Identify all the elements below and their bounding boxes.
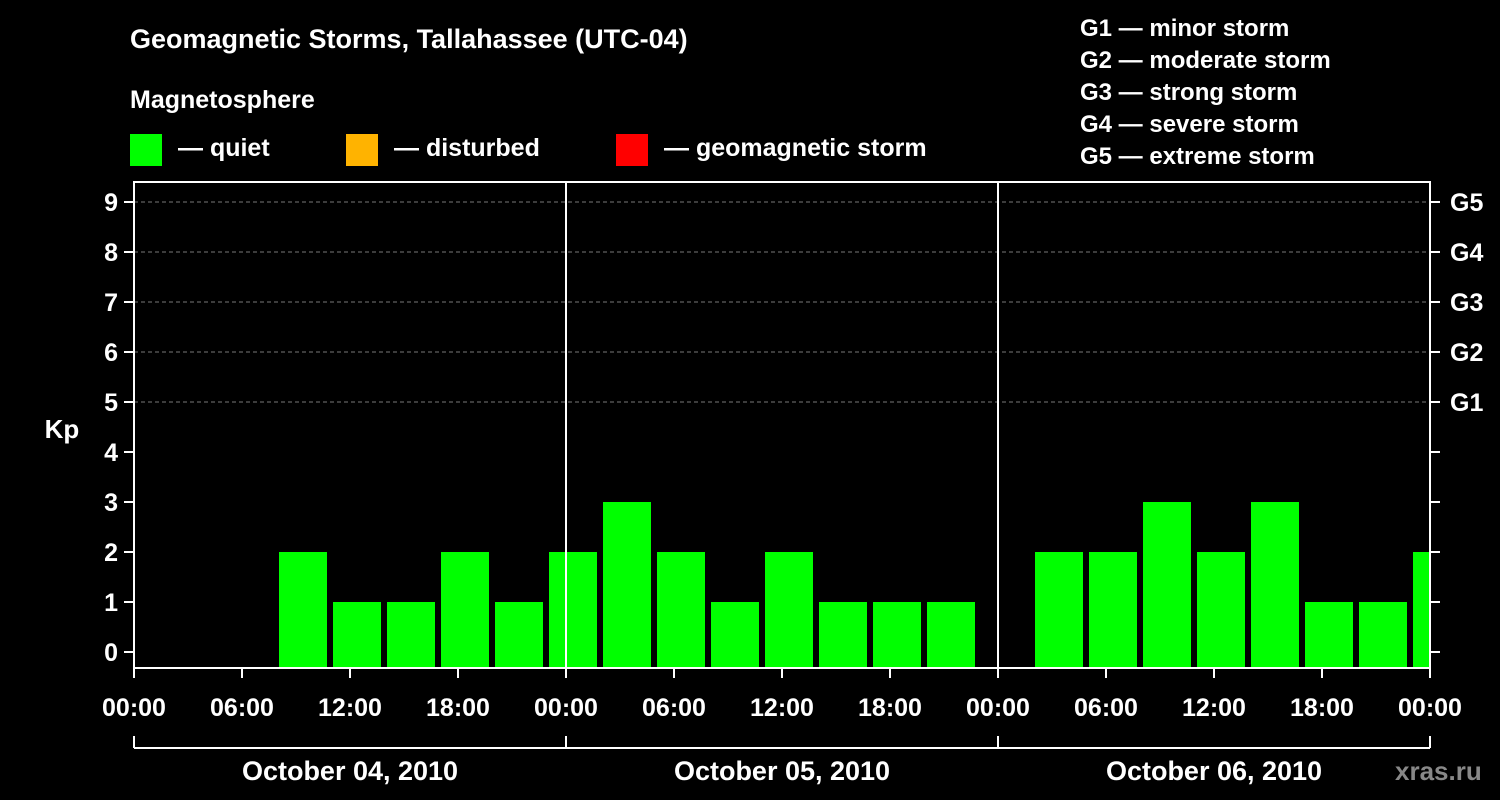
kp-bar-0: [279, 552, 327, 668]
y-tick-label-2: 2: [104, 539, 118, 567]
y-tick-label-0: 0: [104, 639, 118, 667]
legend-label-storm: — geomagnetic storm: [664, 134, 927, 162]
x-tick-label-9: 06:00: [1074, 694, 1138, 722]
kp-bar-12: [927, 602, 975, 668]
storm-scale-g4: G4 — severe storm: [1080, 111, 1299, 138]
right-axis-label-G1: G1: [1450, 389, 1483, 417]
right-axis-label-G2: G2: [1450, 339, 1483, 367]
y-tick-label-9: 9: [104, 189, 118, 217]
y-tick-label-5: 5: [104, 389, 118, 417]
kp-bar-9: [765, 552, 813, 668]
right-axis-label-G5: G5: [1450, 189, 1483, 217]
legend-swatch-quiet: [130, 134, 162, 166]
legend-label-quiet: — quiet: [178, 134, 270, 162]
x-tick-label-0: 00:00: [102, 694, 166, 722]
x-tick-label-5: 06:00: [642, 694, 706, 722]
kp-bar-19: [1359, 602, 1407, 668]
y-tick-label-1: 1: [104, 589, 118, 617]
kp-bar-11: [873, 602, 921, 668]
x-tick-label-6: 12:00: [750, 694, 814, 722]
kp-bar-10: [819, 602, 867, 668]
kp-bar-4: [495, 602, 543, 668]
kp-bar-5: [549, 552, 597, 668]
y-tick-label-3: 3: [104, 489, 118, 517]
x-tick-label-7: 18:00: [858, 694, 922, 722]
right-axis-label-G3: G3: [1450, 289, 1483, 317]
storm-scale-g1: G1 — minor storm: [1080, 15, 1290, 42]
y-tick-label-7: 7: [104, 289, 118, 317]
kp-bar-20: [1413, 552, 1429, 668]
x-tick-label-11: 18:00: [1290, 694, 1354, 722]
kp-bar-8: [711, 602, 759, 668]
kp-bar-14: [1089, 552, 1137, 668]
right-axis-label-G4: G4: [1450, 239, 1483, 267]
kp-bar-15: [1143, 502, 1191, 668]
legend-label-disturbed: — disturbed: [394, 134, 540, 162]
x-tick-label-12: 00:00: [1398, 694, 1462, 722]
x-tick-label-3: 18:00: [426, 694, 490, 722]
day-label-0: October 04, 2010: [242, 756, 458, 786]
kp-bar-7: [657, 552, 705, 668]
kp-bar-13: [1035, 552, 1083, 668]
x-tick-label-10: 12:00: [1182, 694, 1246, 722]
kp-bar-3: [441, 552, 489, 668]
kp-bar-6: [603, 502, 651, 668]
storm-scale-g2: G2 — moderate storm: [1080, 47, 1331, 74]
legend-swatch-storm: [616, 134, 648, 166]
x-tick-label-1: 06:00: [210, 694, 274, 722]
watermark: xras.ru: [1395, 756, 1482, 786]
x-tick-label-4: 00:00: [534, 694, 598, 722]
chart-title: Geomagnetic Storms, Tallahassee (UTC-04): [130, 24, 688, 54]
kp-bar-16: [1197, 552, 1245, 668]
day-label-1: October 05, 2010: [674, 756, 890, 786]
day-label-2: October 06, 2010: [1106, 756, 1322, 786]
y-tick-label-6: 6: [104, 339, 118, 367]
magnetosphere-title: Magnetosphere: [130, 86, 315, 114]
kp-bar-18: [1305, 602, 1353, 668]
y-tick-label-4: 4: [104, 439, 118, 467]
legend-swatch-disturbed: [346, 134, 378, 166]
storm-scale-g3: G3 — strong storm: [1080, 79, 1298, 106]
y-axis-label: Kp: [45, 414, 80, 444]
kp-bar-17: [1251, 502, 1299, 668]
storm-scale-g5: G5 — extreme storm: [1080, 143, 1315, 170]
kp-bar-1: [333, 602, 381, 668]
x-tick-label-2: 12:00: [318, 694, 382, 722]
y-tick-label-8: 8: [104, 239, 118, 267]
x-tick-label-8: 00:00: [966, 694, 1030, 722]
kp-bar-2: [387, 602, 435, 668]
